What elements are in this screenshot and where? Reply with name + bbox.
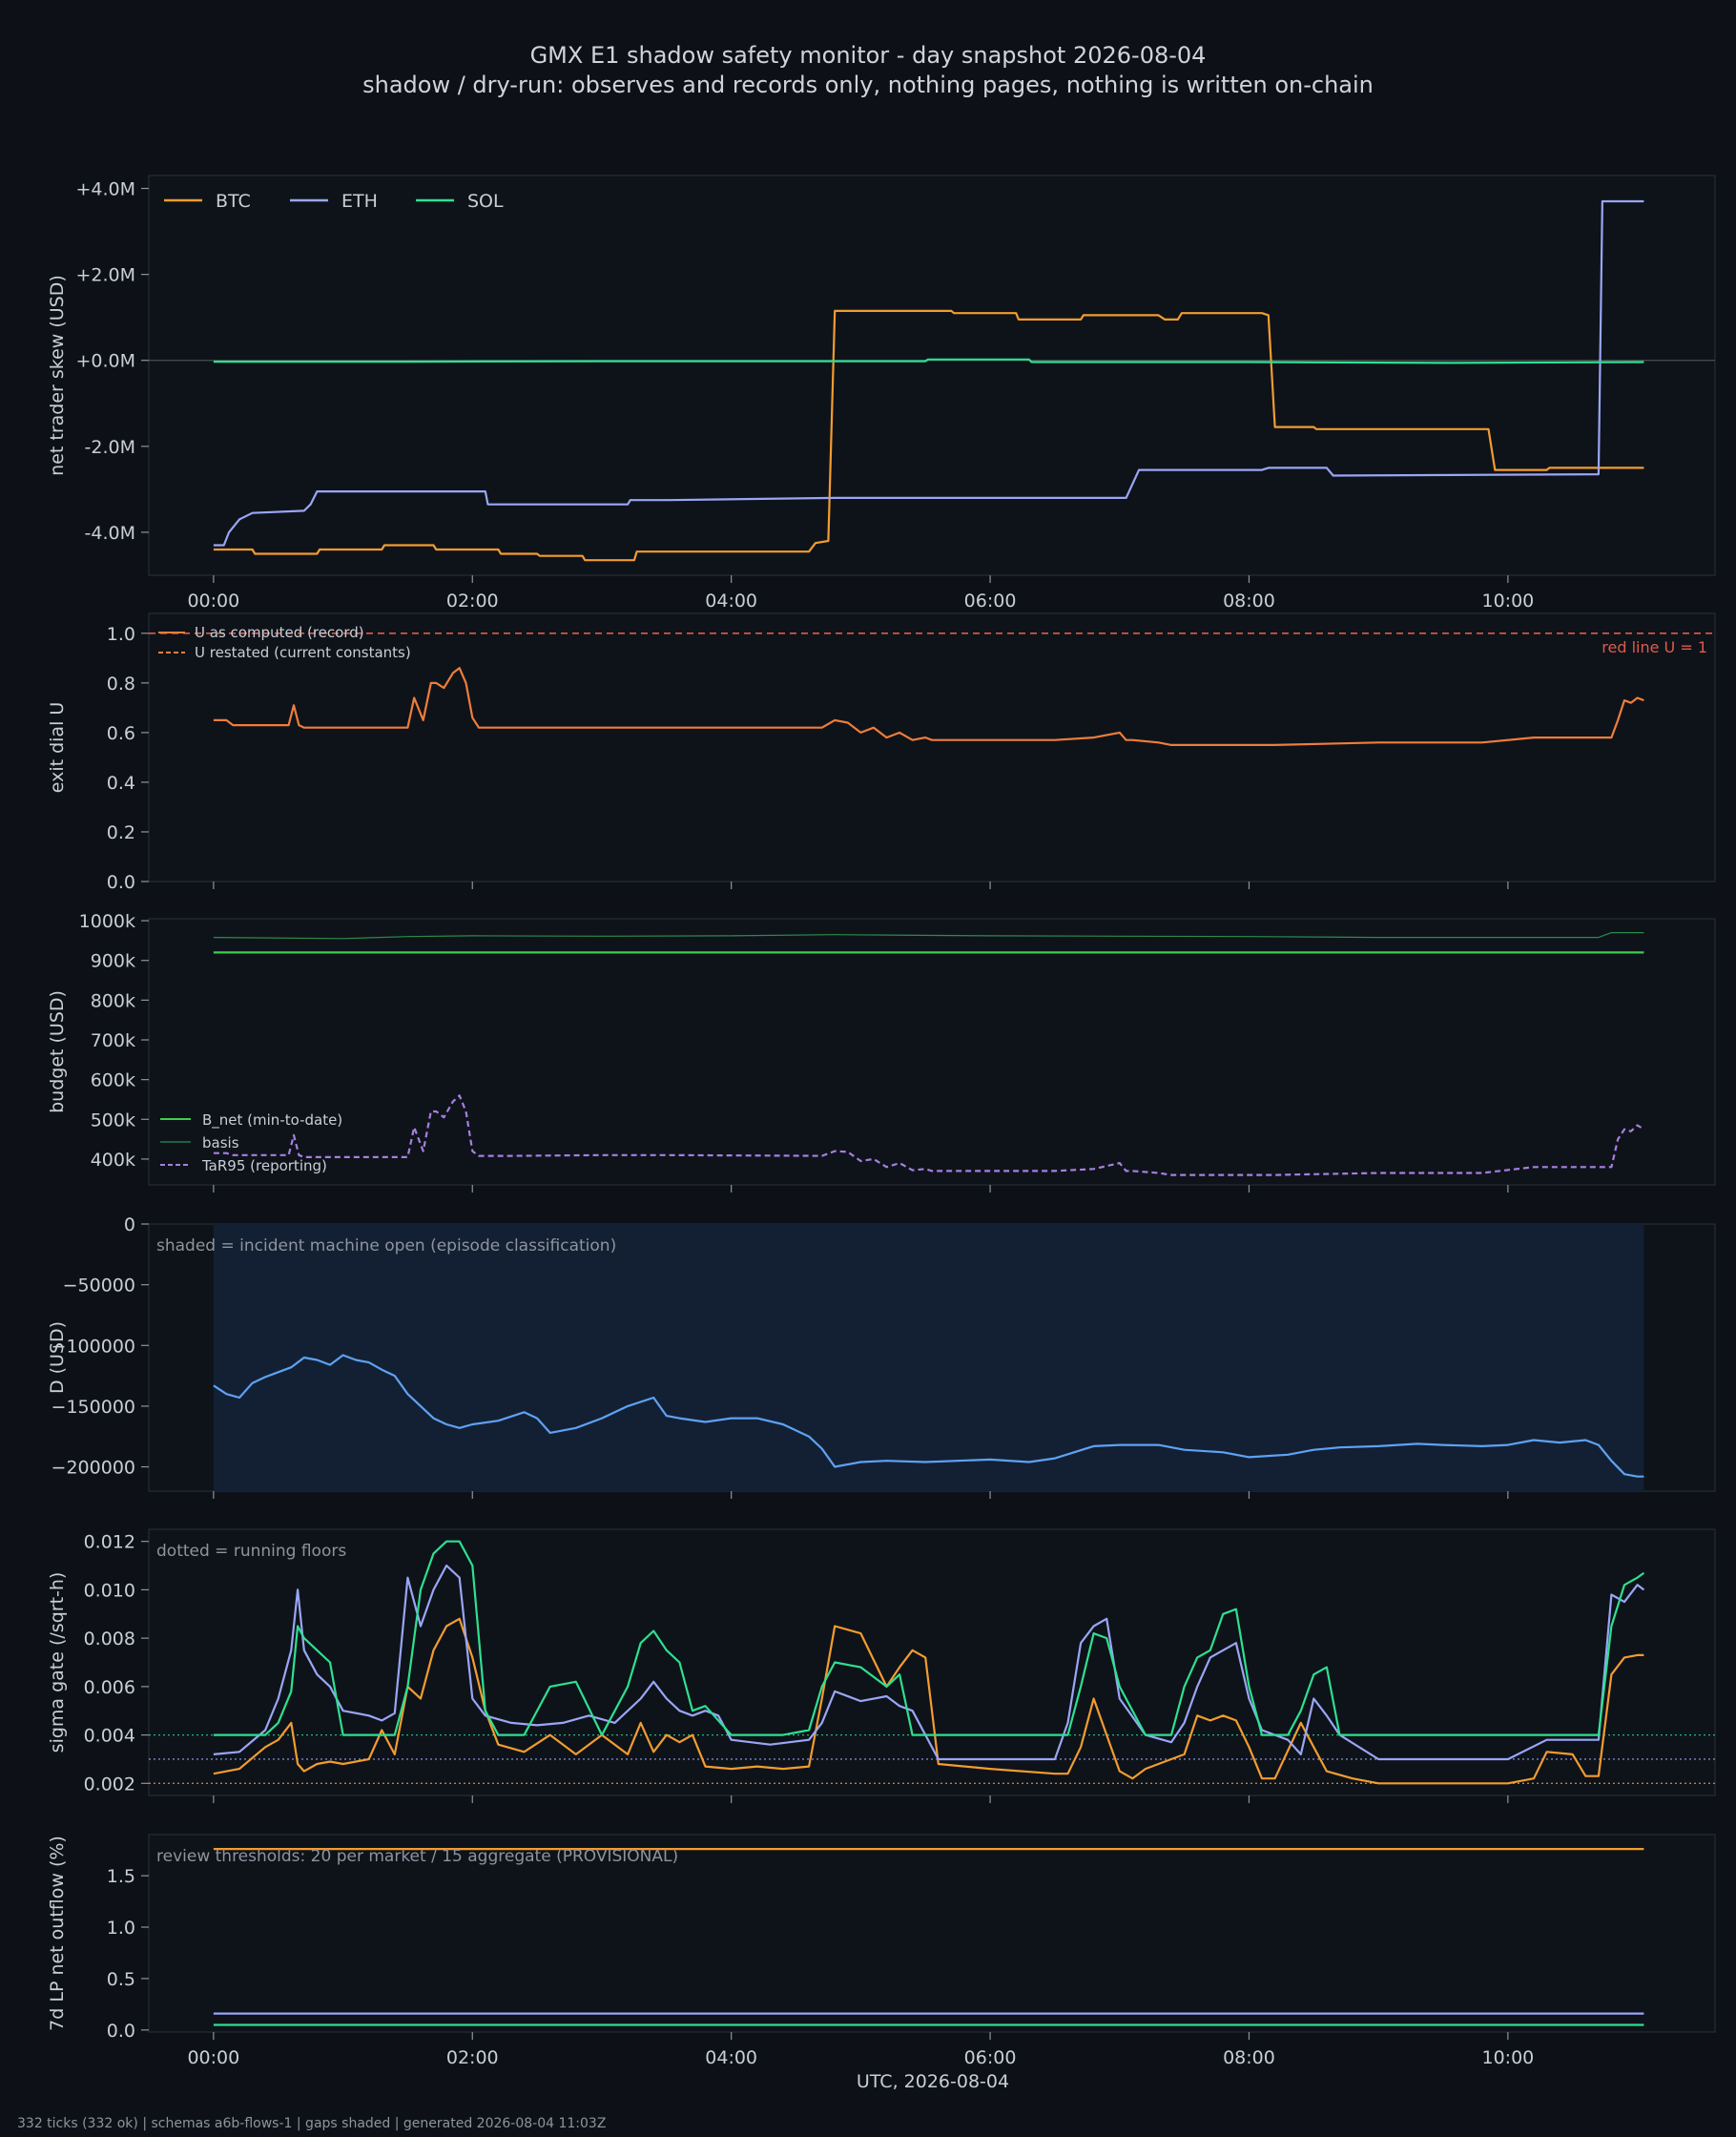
y-tick-label: 0.0 [107,2021,135,2042]
x-tick-label: 04:00 [705,591,757,612]
panel-annotation: review thresholds: 20 per market / 15 ag… [156,1847,678,1866]
legend-label-sol: SOL [467,191,504,212]
x-tick-label: 10:00 [1481,2047,1534,2068]
y-axis-label: net trader skew (USD) [47,275,68,476]
series-line-sol [213,1540,1645,1736]
y-axis-label: D (USD) [47,1321,68,1394]
y-tick-label: -2.0M [85,437,135,458]
y-tick-label: 0.012 [84,1532,135,1553]
panel-5: 0.002 0.004 0.006 0.008 0.010 0.012 sigma gate… [47,1528,1716,1803]
plot-area [148,1528,1716,1796]
legend-label-eth: ETH [341,191,378,212]
legend-label-budget: basis [202,1134,239,1151]
x-tick-label: 06:00 [964,591,1017,612]
x-tick-label: 00:00 [187,591,239,612]
y-tick-label: 0 [124,1214,135,1235]
panel-annotation: shaded = incident machine open (episode … [156,1236,616,1255]
y-tick-label: 700k [91,1030,135,1051]
plot-area [148,175,1716,576]
y-tick-label: 600k [91,1070,135,1091]
legend-label-u: U as computed (record) [195,624,364,641]
legend-label-btc: BTC [216,191,251,212]
x-tick-label: 00:00 [187,2047,239,2068]
panel-6: 0.0 0.5 1.0 1.5 00:00 02:00 04:00 06:00 08:00 10:… [47,1834,1716,2068]
panel-2: red line U = 1 0.0 0.2 0.4 0.6 0.8 1.0 exit dia… [47,612,1716,893]
y-tick-label: 800k [91,990,135,1011]
panel-annotation: dotted = running floors [156,1542,346,1561]
series-line-basis [213,931,1644,940]
chart-title: GMX E1 shadow safety monitor - day snaps… [530,42,1207,69]
legend-label-budget: B_net (min-to-date) [202,1111,342,1130]
y-tick-label: 0.5 [107,1969,135,1990]
x-tick-label: 04:00 [705,2047,757,2068]
panel-4: 0 −50000 −100000 −150000 −200000 D (USD) shade… [47,1214,1716,1499]
chart-subtitle: shadow / dry-run: observes and records o… [362,72,1374,98]
plot-area [148,612,1716,882]
y-tick-label: +0.0M [75,351,135,372]
y-tick-label: 1.0 [107,624,135,645]
footer-status: 332 ticks (332 ok) | schemas a6b-flows-1… [17,2116,606,2131]
y-tick-label: 0.008 [84,1629,135,1649]
series-line-u-as-computed-record- [213,667,1644,747]
y-tick-label: 0.010 [84,1580,135,1601]
series-line-tar95-reporting- [213,1094,1644,1176]
y-tick-label: −200000 [52,1458,135,1479]
y-tick-label: 1.0 [107,1918,135,1939]
y-tick-label: −50000 [63,1276,135,1297]
y-tick-label: 0.006 [84,1677,135,1698]
series-line-btc [213,309,1644,562]
y-tick-label: 0.0 [107,872,135,893]
y-tick-label: 0.6 [107,723,135,744]
y-tick-label: 500k [91,1110,135,1131]
y-tick-label: 1000k [79,911,135,932]
y-tick-label: 0.8 [107,674,135,695]
legend-label-budget: TaR95 (reporting) [201,1157,327,1174]
y-tick-label: 0.002 [84,1774,135,1795]
y-tick-label: 400k [91,1150,135,1171]
y-axis-label: budget (USD) [47,990,68,1113]
incident-shade [213,1224,1644,1491]
y-axis-label: sigma gate (/sqrt-h) [47,1572,68,1753]
x-tick-label: 08:00 [1223,591,1275,612]
plot-area [148,1834,1716,2033]
y-tick-label: 0.4 [107,773,135,794]
x-tick-label: 06:00 [964,2047,1017,2068]
series-line-eth [213,199,1644,547]
series-line-eth [213,1564,1645,1761]
y-tick-label: 900k [91,951,135,972]
panel-1: -4.0M -2.0M +0.0M +2.0M +4.0M 00:00 02:00 04:00… [47,175,1716,612]
y-tick-label: −150000 [52,1397,135,1418]
y-tick-label: 0.2 [107,822,135,843]
y-tick-label: +4.0M [75,179,135,200]
x-tick-label: 02:00 [446,591,499,612]
y-axis-label: 7d LP net outflow (%) [47,1836,68,2031]
red-line-label: red line U = 1 [1602,638,1707,656]
y-tick-label: −100000 [52,1336,135,1357]
series-line-sol [213,358,1644,364]
series-line-d [213,1354,1644,1478]
x-axis-label: UTC, 2026-08-04 [857,2071,1009,2092]
y-tick-label: +2.0M [75,265,135,286]
x-tick-label: 02:00 [446,2047,499,2068]
y-axis-label: exit dial U [47,702,68,794]
y-tick-label: -4.0M [85,523,135,544]
x-tick-label: 10:00 [1481,591,1534,612]
x-tick-label: 08:00 [1223,2047,1275,2068]
legend-label-u: U restated (current constants) [195,644,411,661]
y-tick-label: 1.5 [107,1866,135,1887]
plot-area [148,918,1716,1186]
chart-panels: -4.0M -2.0M +0.0M +2.0M +4.0M 00:00 02:00 04:00… [47,175,1716,2068]
y-tick-label: 0.004 [84,1726,135,1747]
panel-3: 400k 500k 600k 700k 800k 900k 1000k budget (USD… [47,911,1716,1193]
